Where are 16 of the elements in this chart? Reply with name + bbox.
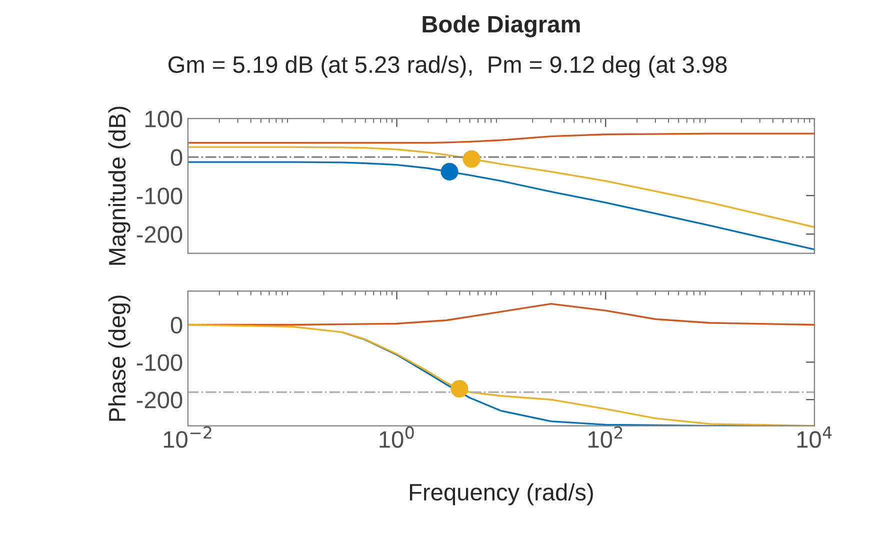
y-tick-label: -100 (136, 354, 182, 371)
x-tick-label: 10$^{4}$ (797, 426, 832, 448)
chart-subtitle: Gm = 5.19 dB (at 5.23 rad/s), Pm = 9.12 deg (at 3.98 (168, 56, 727, 78)
y-tick-label: -200 (136, 226, 182, 243)
x-axis-title: Frequency (rad/s) (410, 483, 593, 506)
chart-title: Bode Diagram (422, 15, 580, 38)
x-tick-label: 10$^{0}$ (380, 426, 414, 448)
y-tick-label: 0 (170, 316, 182, 334)
y-tick-label: -200 (136, 392, 182, 408)
y-tick-label: -100 (136, 188, 182, 204)
y-axis-title: Magnitude (dB) (108, 106, 130, 265)
y-tick-label: 0 (170, 149, 182, 166)
y-axis-title: Phase (deg) (108, 296, 130, 421)
x-tick-label: 10$^{−2}$ (164, 426, 212, 448)
y-tick-label: 100 (146, 110, 182, 128)
x-tick-label: 10$^{2}$ (588, 426, 622, 448)
